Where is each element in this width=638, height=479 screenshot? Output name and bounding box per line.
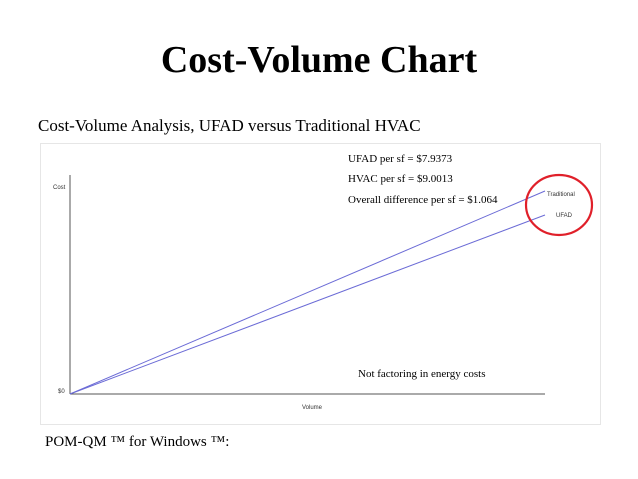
footer-text: POM-QM ™ for Windows ™:	[45, 434, 230, 450]
x-axis-label: Volume	[302, 405, 323, 411]
highlight-circle	[524, 173, 594, 237]
y-axis-label: Cost	[53, 185, 66, 191]
y-tick-label: $0	[58, 389, 65, 395]
chart-frame	[40, 143, 601, 425]
ufad-per-sf-note: UFAD per sf = $7.9373	[348, 153, 453, 165]
series-label-traditional: Traditional	[547, 192, 575, 198]
overall-difference-note: Overall difference per sf = $1.064	[348, 194, 498, 206]
series-label-ufad: UFAD	[556, 213, 573, 219]
series-ufad-line	[69, 214, 546, 395]
energy-costs-note: Not factoring in energy costs	[358, 368, 486, 380]
slide-subtitle: Cost-Volume Analysis, UFAD versus Tradit…	[38, 116, 421, 135]
chart-canvas	[40, 143, 601, 425]
hvac-per-sf-note: HVAC per sf = $9.0013	[348, 173, 453, 185]
series-traditional-line	[69, 190, 546, 395]
slide-title: Cost-Volume Chart	[160, 39, 478, 81]
cost-volume-chart: Cost $0 Volume Traditional UFAD	[40, 143, 601, 425]
